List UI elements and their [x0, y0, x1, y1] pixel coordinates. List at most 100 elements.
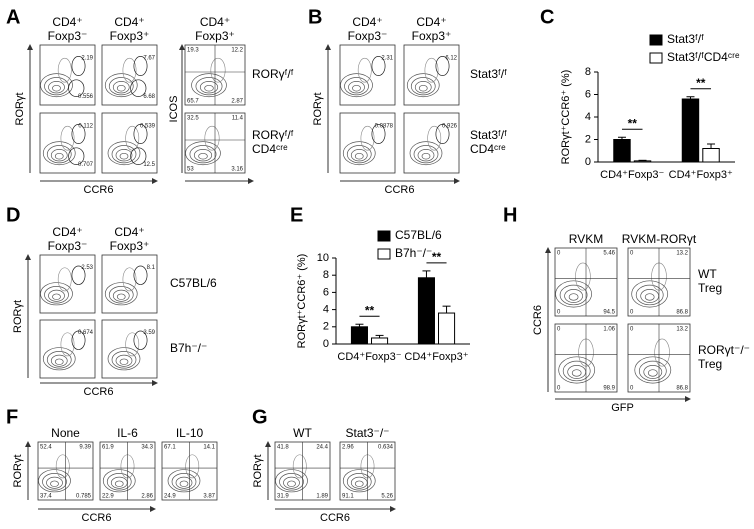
contour	[279, 473, 304, 491]
contour	[46, 145, 72, 164]
contour	[421, 152, 431, 160]
panel-label: H	[503, 204, 517, 226]
y-axis-label: RORγt	[12, 300, 24, 333]
column-header: CD4⁺	[52, 225, 82, 239]
gate-value: 0	[630, 386, 634, 392]
contour	[354, 480, 364, 487]
contour	[357, 57, 372, 83]
contour	[122, 57, 137, 83]
row-label: Treg	[698, 357, 722, 371]
gate	[71, 124, 86, 144]
contour	[40, 73, 73, 98]
y-tick-label: 4	[585, 111, 591, 123]
contour	[287, 480, 296, 487]
y-axis-label: RORγt	[14, 93, 26, 126]
gate-value: 12.2	[231, 48, 243, 54]
contour	[104, 73, 138, 98]
gate	[130, 79, 147, 97]
column-header: Foxp3⁺	[110, 29, 150, 43]
contour	[352, 84, 361, 92]
significance: **	[628, 116, 638, 130]
panel-label: G	[252, 406, 268, 428]
legend-label: Stat3ᶠ/ᶠCD4ᶜʳᵉ	[667, 50, 740, 64]
gate	[68, 147, 85, 165]
contour	[112, 289, 130, 302]
row-label: WT	[698, 267, 717, 281]
bar	[613, 139, 631, 163]
gate-value: 31.9	[277, 494, 289, 500]
gate-value: 2.31	[381, 56, 393, 62]
contour	[46, 351, 72, 369]
contour	[167, 469, 201, 493]
contour	[409, 141, 443, 166]
gate-value: 9.39	[79, 445, 91, 451]
flow-plot	[403, 112, 460, 174]
gate-value: 8.1	[147, 265, 156, 271]
row-label: CD4ᶜʳᵉ	[252, 142, 288, 156]
gate-value: 53	[187, 167, 194, 173]
panel-label: D	[6, 204, 20, 226]
contour	[558, 356, 596, 384]
bar	[417, 277, 435, 345]
contour	[562, 360, 591, 382]
bar	[681, 98, 700, 163]
gate-value: 94.5	[603, 310, 615, 316]
row-label: RORγᶠ/ᶠ	[252, 128, 294, 142]
contour	[643, 365, 663, 379]
gate-value: 14.1	[203, 445, 215, 451]
contour	[191, 73, 227, 98]
contour	[48, 289, 65, 302]
column-header: IL-6	[117, 426, 138, 440]
contour	[555, 280, 592, 308]
x-axis-label: CCR6	[84, 386, 114, 398]
contour	[116, 293, 126, 300]
row-label: RORγᶠ/ᶠ	[252, 67, 294, 81]
contour	[50, 149, 68, 162]
gate-value: 22.9	[102, 494, 114, 500]
y-axis-label: CCR6	[532, 305, 544, 335]
contour	[418, 84, 428, 92]
contour	[631, 280, 669, 308]
gate-value: 61.9	[102, 445, 114, 451]
gate-value: 2.96	[342, 445, 354, 451]
x-axis-label: CCR6	[320, 512, 350, 524]
gate-value: 32.5	[187, 116, 199, 122]
bar	[633, 160, 652, 163]
contour	[283, 476, 300, 489]
panel-label: E	[290, 204, 303, 226]
contour	[50, 354, 68, 367]
column-header: RVKM	[569, 232, 603, 246]
contour	[108, 286, 134, 304]
contour	[114, 480, 124, 487]
gate	[133, 56, 148, 76]
contour	[115, 354, 133, 367]
contour	[125, 332, 140, 357]
gate-value: 0.0878	[375, 124, 394, 130]
contour	[46, 476, 63, 489]
column-header: RVKM-RORγt	[622, 232, 697, 246]
y-axis-label: RORγt⁺CCR6⁺ (%)	[560, 70, 572, 165]
contour	[638, 360, 667, 382]
contour	[111, 145, 137, 164]
gate-value: 19.3	[187, 48, 199, 54]
contour	[50, 480, 59, 487]
contour	[54, 358, 64, 365]
significance: **	[365, 303, 375, 317]
gate-value: 11.4	[232, 116, 244, 122]
gate-value: 37.4	[40, 494, 52, 500]
gate-value: 0	[557, 310, 561, 316]
y-tick-label: 10	[317, 252, 329, 264]
row-label: Stat3ᶠ/ᶠ	[470, 128, 507, 142]
gate-value: 52.4	[40, 445, 52, 451]
gate-value: 2.19	[81, 56, 93, 62]
contour	[57, 57, 72, 83]
contour	[342, 469, 376, 493]
x-tick-label: CD4⁺Foxp3⁺	[669, 169, 733, 181]
column-header: CD4⁺	[114, 15, 144, 29]
y-axis-label: RORγt	[12, 455, 24, 488]
gate-value: 98.9	[603, 386, 615, 392]
gate	[130, 147, 147, 165]
y-tick-label: 2	[585, 133, 591, 145]
gate-value: 13.2	[676, 251, 688, 257]
legend-label: Stat3ᶠ/ᶠ	[667, 32, 704, 46]
